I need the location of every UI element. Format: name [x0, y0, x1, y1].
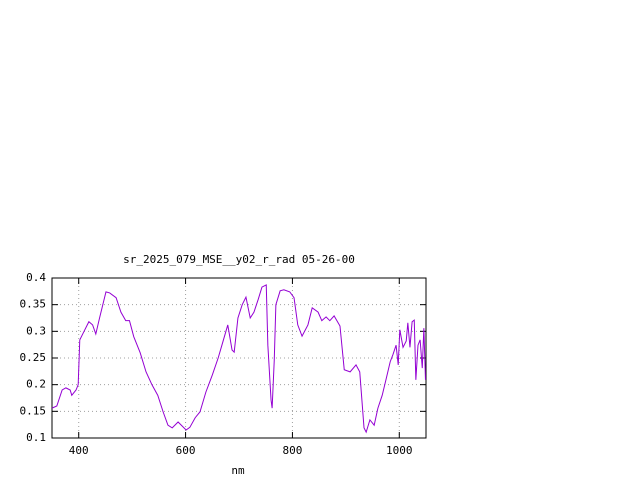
plot-frame	[51, 277, 427, 439]
y-tick-label: 0.15	[20, 404, 47, 417]
y-tick-label: 0.25	[20, 351, 47, 364]
chart-title: sr_2025_079_MSE__y02_r_rad 05-26-00	[123, 253, 355, 266]
x-tick-label: 800	[282, 444, 302, 457]
y-tick-label: 0.2	[26, 378, 46, 391]
y-tick-label: 0.1	[26, 431, 46, 444]
x-tick-label: 400	[69, 444, 89, 457]
x-tick-label: 1000	[386, 444, 413, 457]
y-tick-label: 0.35	[20, 298, 47, 311]
x-tick-label: 600	[176, 444, 196, 457]
y-tick-label: 0.3	[26, 324, 46, 337]
y-tick-label: 0.4	[26, 271, 46, 284]
data-line	[51, 284, 426, 434]
x-axis-label: nm	[231, 464, 245, 477]
